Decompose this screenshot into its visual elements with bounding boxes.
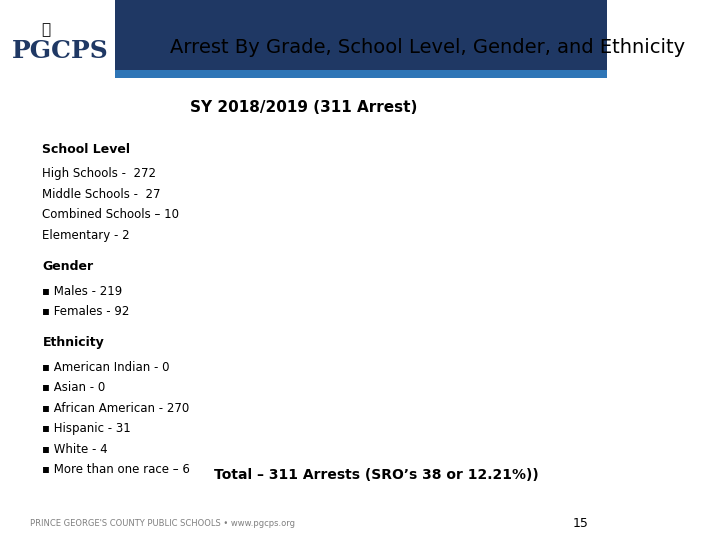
Text: Elementary - 2: Elementary - 2 <box>42 229 130 242</box>
Text: ▪ Males - 219: ▪ Males - 219 <box>42 285 122 298</box>
Text: PRINCE GEORGE'S COUNTY PUBLIC SCHOOLS • www.pgcps.org: PRINCE GEORGE'S COUNTY PUBLIC SCHOOLS • … <box>30 519 295 528</box>
Text: Gender: Gender <box>42 260 94 273</box>
Text: PGCPS: PGCPS <box>12 39 109 63</box>
FancyBboxPatch shape <box>0 70 607 78</box>
Text: School Level: School Level <box>42 143 130 156</box>
Text: Ethnicity: Ethnicity <box>42 336 104 349</box>
Text: SY 2018/2019 (311 Arrest): SY 2018/2019 (311 Arrest) <box>189 100 417 116</box>
FancyBboxPatch shape <box>0 0 607 70</box>
Text: Middle Schools -  27: Middle Schools - 27 <box>42 188 161 201</box>
Text: ▪ Asian - 0: ▪ Asian - 0 <box>42 381 106 394</box>
FancyBboxPatch shape <box>0 0 115 78</box>
Text: Total – 311 Arrests (SRO’s 38 or 12.21%)): Total – 311 Arrests (SRO’s 38 or 12.21%)… <box>214 468 539 482</box>
Text: ▪ More than one race – 6: ▪ More than one race – 6 <box>42 463 190 476</box>
Text: ▪ African American - 270: ▪ African American - 270 <box>42 402 189 415</box>
Text: Arrest By Grade, School Level, Gender, and Ethnicity: Arrest By Grade, School Level, Gender, a… <box>170 38 685 57</box>
Text: ▪ American Indian - 0: ▪ American Indian - 0 <box>42 361 170 374</box>
Text: 🎓: 🎓 <box>41 22 50 37</box>
Text: 15: 15 <box>572 517 588 530</box>
Text: ▪ Hispanic - 31: ▪ Hispanic - 31 <box>42 422 131 435</box>
Text: ▪ Females - 92: ▪ Females - 92 <box>42 305 130 318</box>
Text: Combined Schools – 10: Combined Schools – 10 <box>42 208 179 221</box>
Text: High Schools -  272: High Schools - 272 <box>42 167 156 180</box>
Text: ▪ White - 4: ▪ White - 4 <box>42 443 108 456</box>
